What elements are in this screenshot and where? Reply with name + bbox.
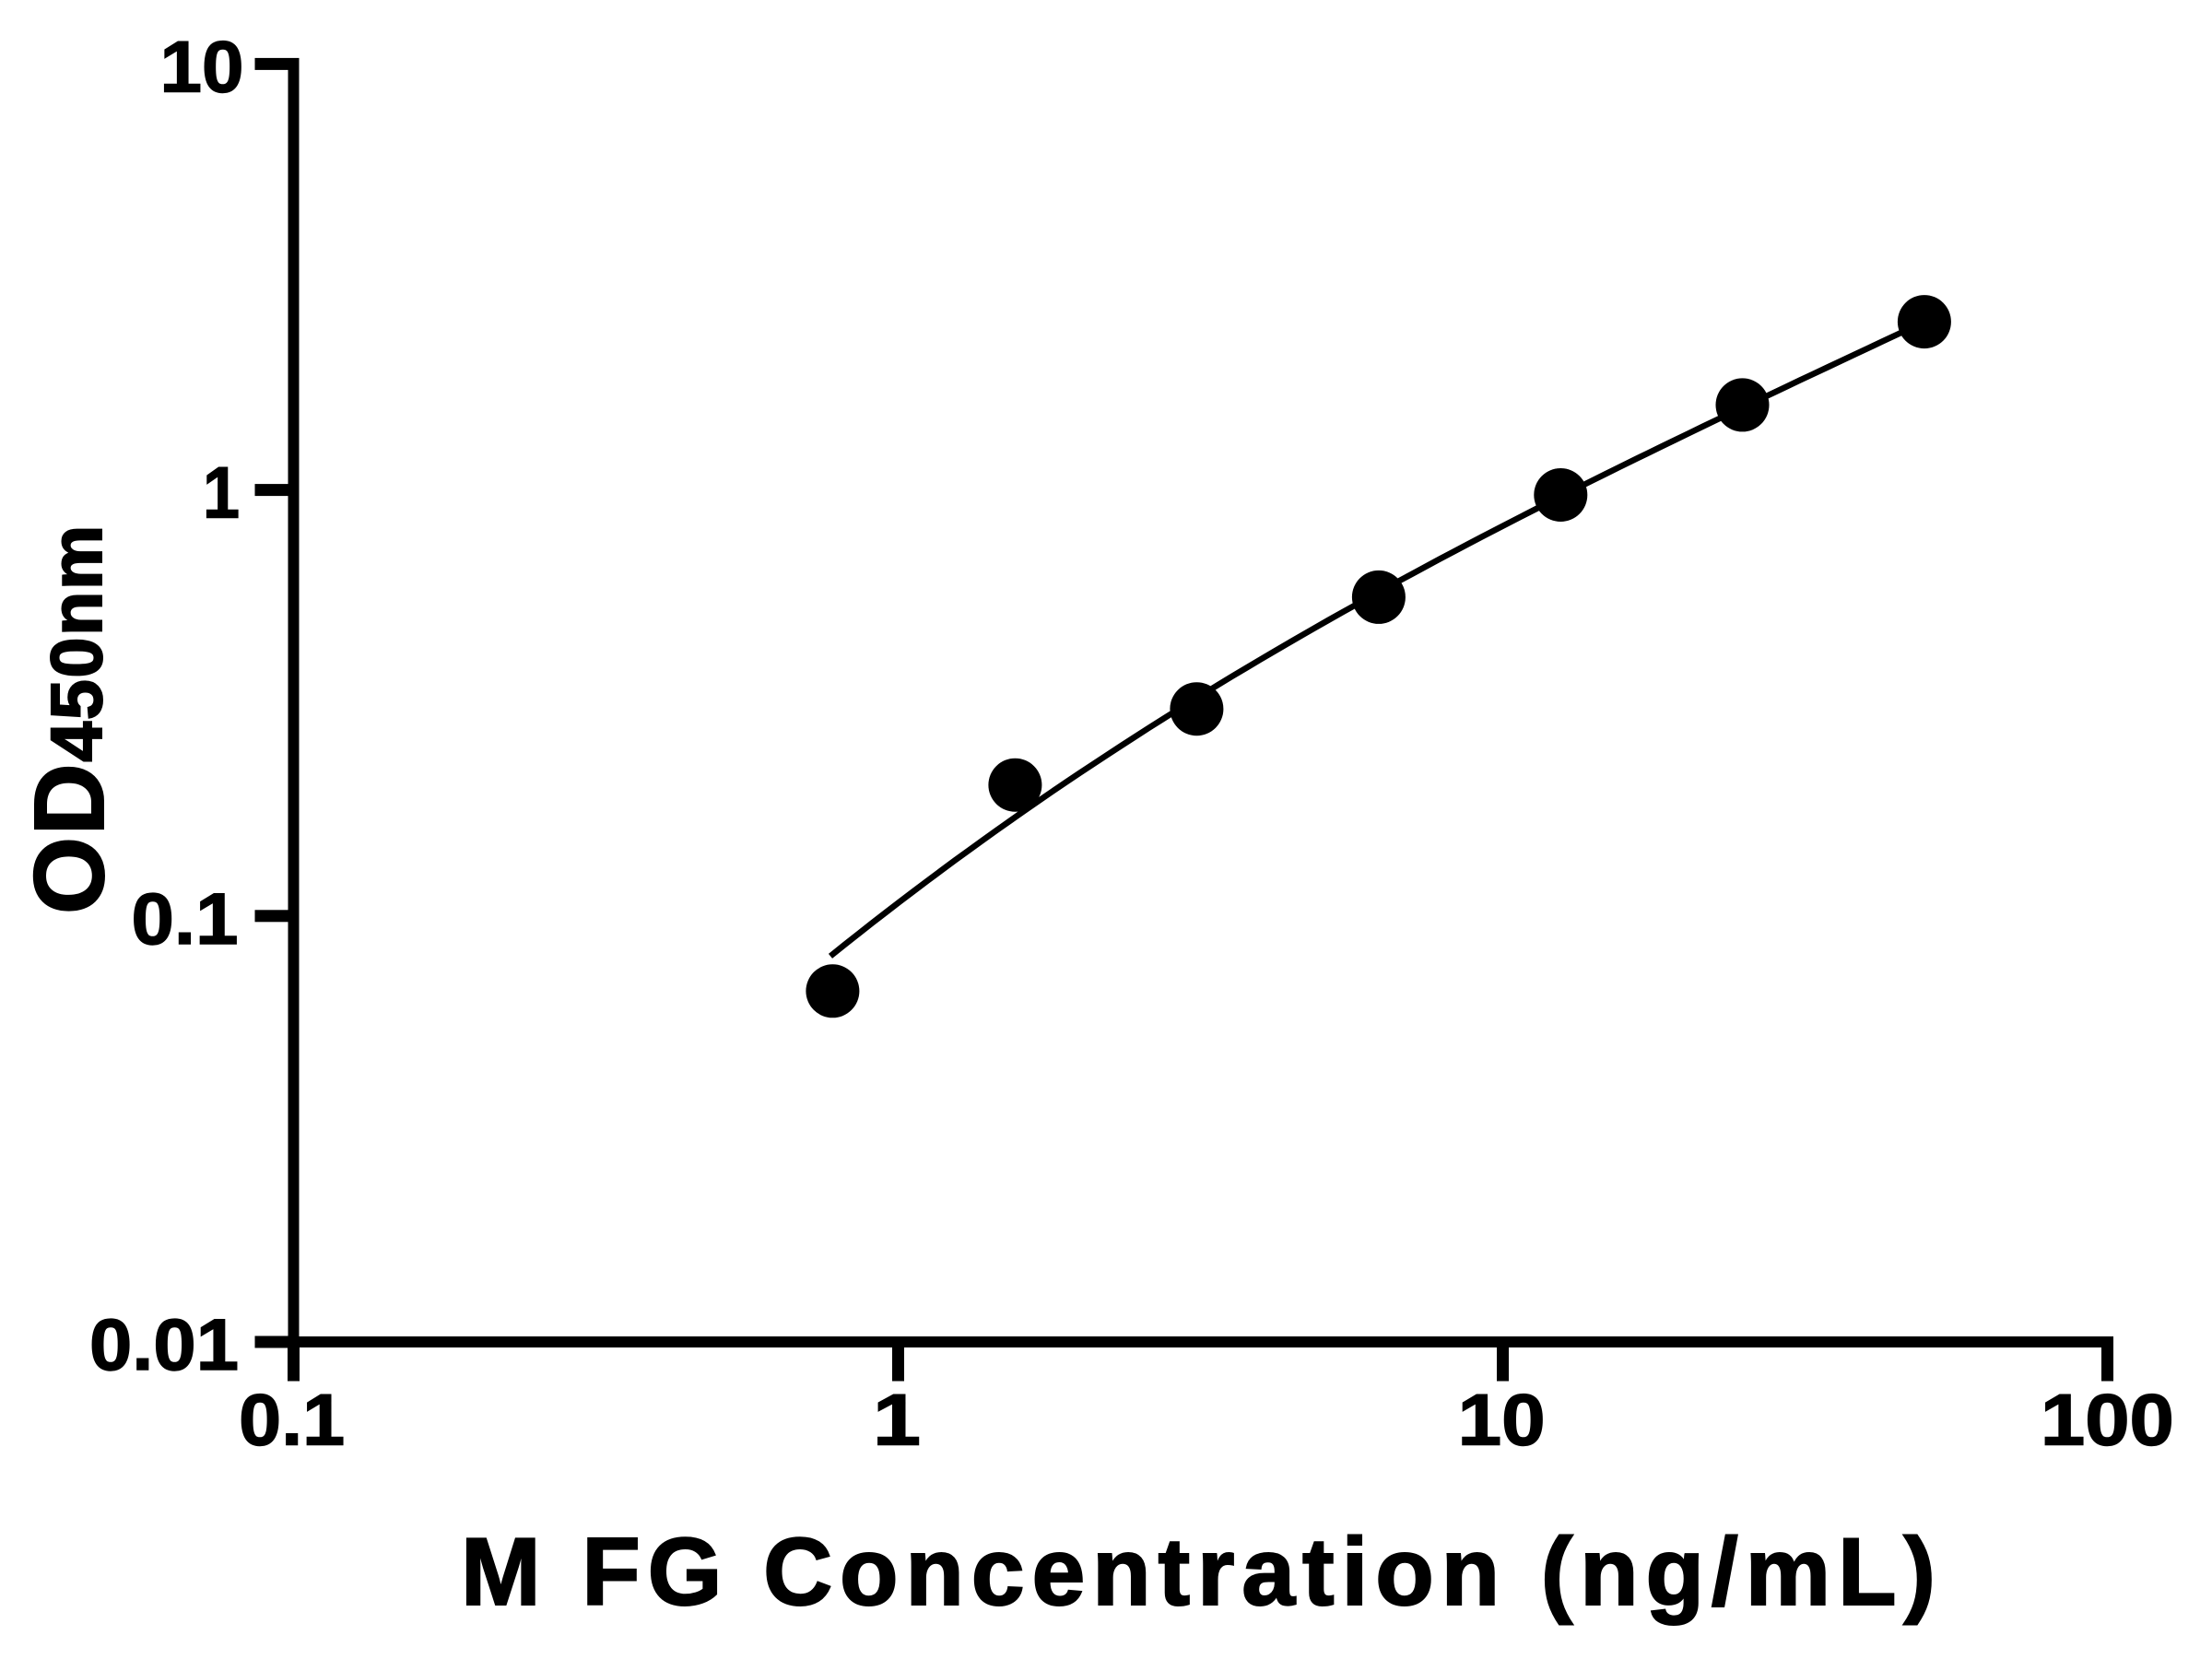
svg-text:0.1: 0.1	[132, 877, 239, 959]
svg-text:0.1: 0.1	[239, 1379, 345, 1461]
svg-text:0.01: 0.01	[89, 1303, 239, 1385]
svg-text:10: 10	[1458, 1379, 1546, 1461]
svg-text:100: 100	[2041, 1379, 2174, 1461]
svg-text:M FG Concentration (ng/mL): M FG Concentration (ng/mL)	[461, 1519, 1936, 1626]
svg-text:1: 1	[203, 452, 240, 534]
svg-text:1: 1	[873, 1379, 921, 1461]
svg-text:10: 10	[160, 25, 244, 107]
